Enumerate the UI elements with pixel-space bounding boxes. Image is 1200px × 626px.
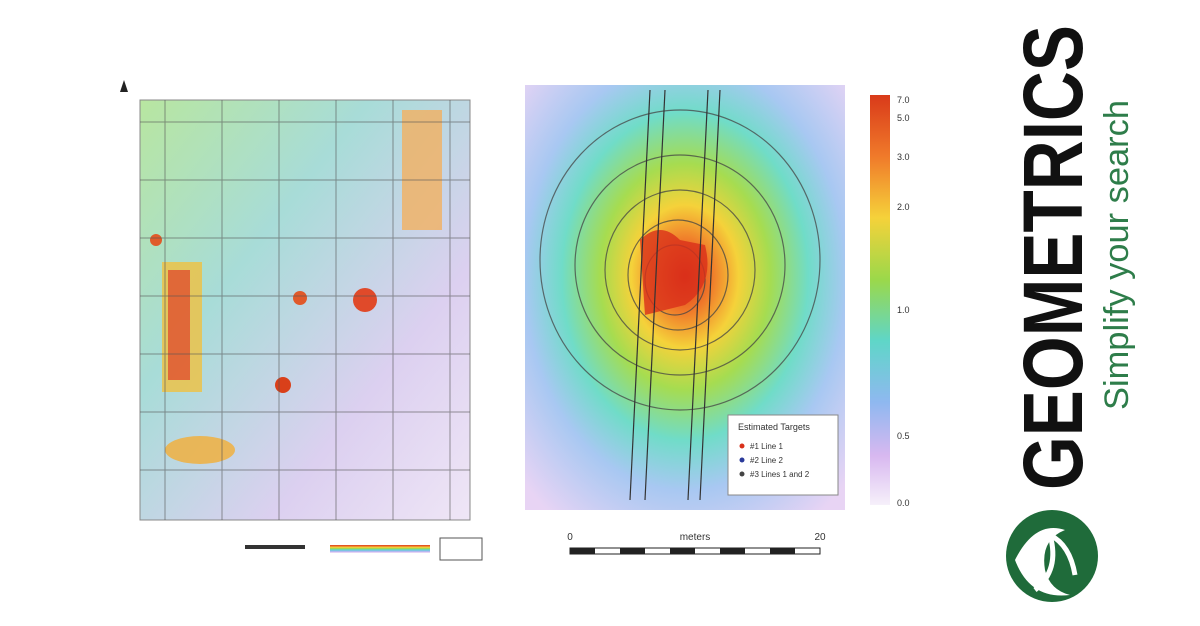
logo-name: GEOMETRICS <box>1006 25 1100 490</box>
anomaly <box>293 291 307 305</box>
scale-end: 20 <box>814 532 826 543</box>
scale-segment <box>720 548 745 554</box>
north-arrow <box>120 80 128 92</box>
legend-item: #1 Line 1 <box>750 442 783 451</box>
survey-line <box>644 89 666 501</box>
scale-bar <box>569 547 821 555</box>
mini-colorbar <box>330 545 430 553</box>
colorbar-label: 0.0 <box>897 498 910 508</box>
survey-line <box>699 89 721 501</box>
contour <box>539 109 821 411</box>
anomaly <box>168 270 190 380</box>
legend-marker <box>739 471 745 477</box>
survey-line <box>687 89 709 501</box>
anomaly <box>275 377 291 393</box>
scale-segment <box>620 548 645 554</box>
scale-bar <box>245 545 305 549</box>
legend-marker <box>739 443 745 449</box>
colorbar <box>870 95 890 505</box>
logo-tagline: Simplify your search <box>1098 100 1136 410</box>
scale-segment <box>570 548 595 554</box>
left-map <box>120 80 483 561</box>
colorbar-label: 3.0 <box>897 152 910 162</box>
anomaly <box>402 110 442 230</box>
contour <box>627 219 729 331</box>
legend-item: #2 Line 2 <box>750 456 783 465</box>
scale-segment <box>670 548 695 554</box>
anomaly <box>150 234 162 246</box>
inset <box>439 537 483 561</box>
colorbar-label: 5.0 <box>897 113 910 123</box>
contour <box>574 154 786 376</box>
colorbar-label: 2.0 <box>897 202 910 212</box>
legend-item: #3 Lines 1 and 2 <box>750 470 810 479</box>
colorbar-label: 7.0 <box>897 95 910 105</box>
colorbar-label: 1.0 <box>897 305 910 315</box>
survey-line <box>629 89 651 501</box>
anomaly <box>353 288 377 312</box>
colorbar-label: 0.5 <box>897 431 910 441</box>
logo-emblem-mark <box>1015 528 1070 596</box>
legend-title: Estimated Targets <box>738 422 810 432</box>
scale-segment <box>770 548 795 554</box>
right-map: Estimated Targets #1 Line 1 #2 Line 2 #3 L… <box>525 85 910 555</box>
contour <box>604 189 756 351</box>
scale-start: 0 <box>567 532 573 543</box>
logo-emblem-mark <box>1033 530 1078 592</box>
scale-unit: meters <box>680 532 711 543</box>
logo: GEOMETRICS Simplify your search <box>1006 25 1136 602</box>
anomaly <box>165 436 235 464</box>
legend-marker <box>739 457 745 463</box>
legend <box>727 414 839 496</box>
